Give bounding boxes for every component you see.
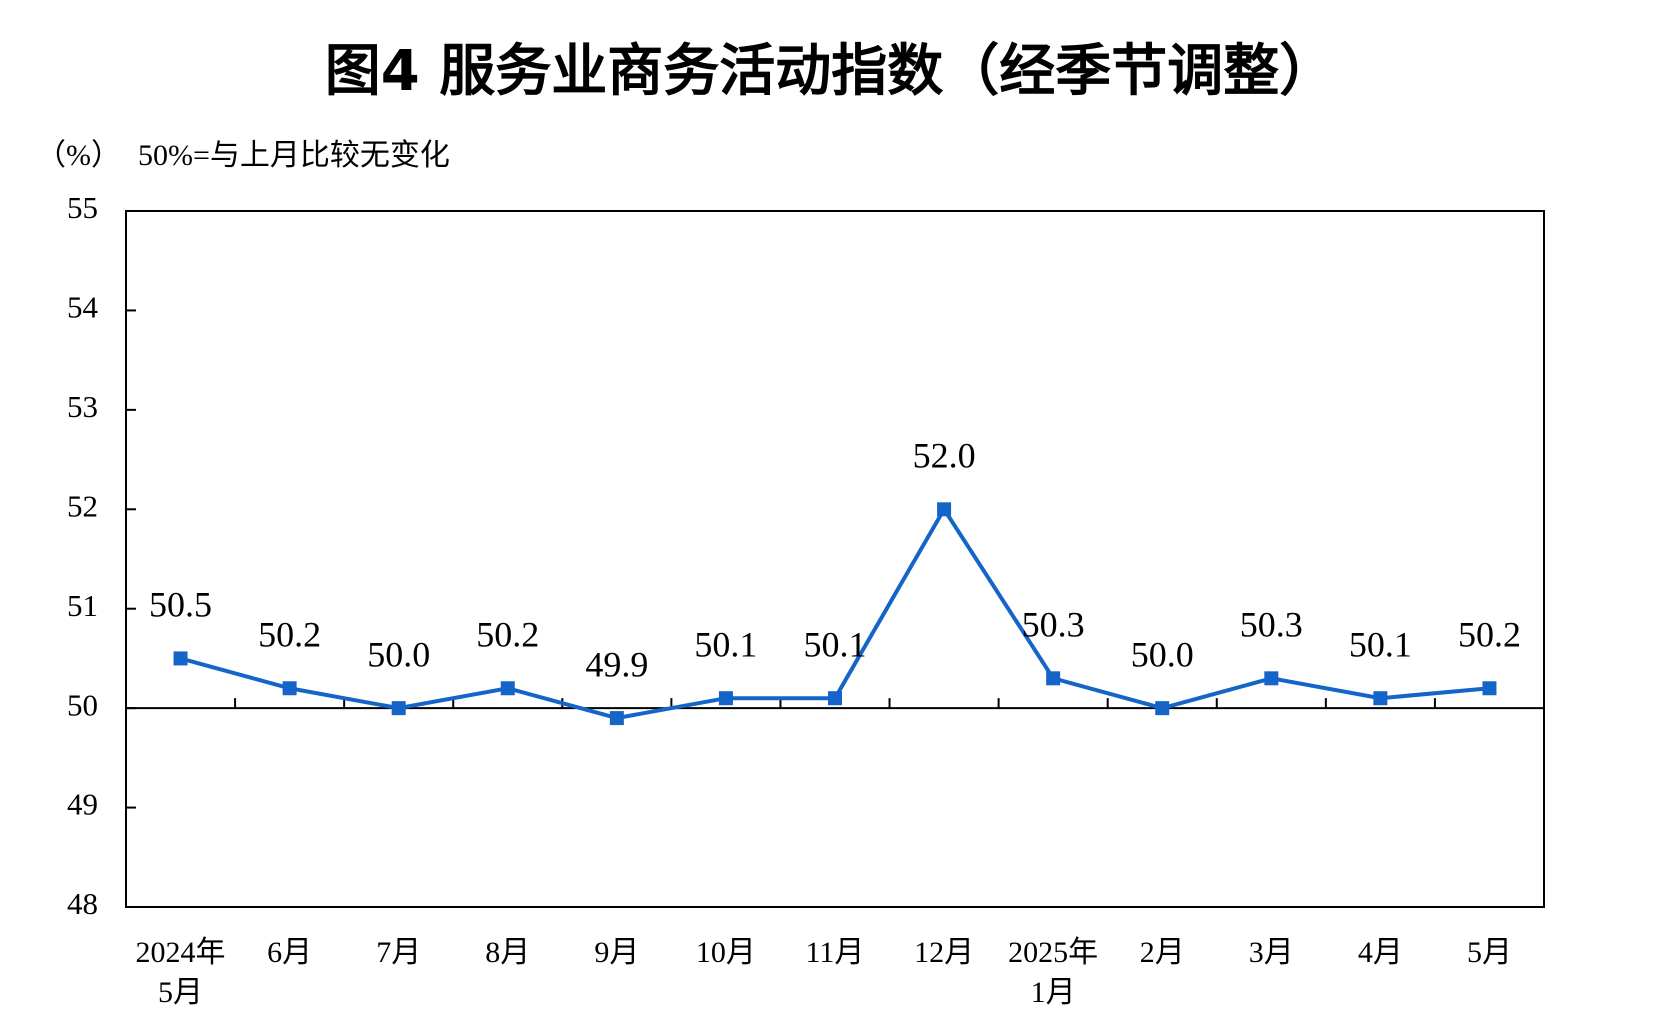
note: 50%=与上月比较无变化 [138, 139, 450, 172]
y-tick-label: 52 [67, 488, 98, 523]
x-tick-label: 12月 [914, 936, 974, 969]
data-label: 50.2 [258, 615, 321, 655]
point [173, 651, 188, 666]
point [1155, 701, 1170, 716]
point [1264, 671, 1279, 686]
x-tick-label: 2024年 5月 [136, 936, 226, 1009]
data-label: 49.9 [585, 644, 648, 684]
x-tick-label: 2025年 1月 [1008, 936, 1098, 1009]
data-label: 50.1 [694, 624, 757, 664]
data-label: 50.0 [367, 634, 430, 674]
chart-title: 图4 服务业商务活动指数（经季节调整） [325, 39, 1335, 104]
data-label: 50.2 [476, 615, 539, 655]
point [500, 681, 515, 696]
x-tick-label: 10月 [696, 936, 756, 969]
data-label: 50.1 [804, 624, 867, 664]
data-label: 50.0 [1131, 634, 1194, 674]
y-tick-label: 53 [67, 389, 98, 424]
x-tick-label: 9月 [594, 936, 639, 969]
y-tick-label: 49 [67, 787, 98, 822]
y-tick-label: 48 [67, 886, 98, 921]
point [1373, 691, 1388, 706]
x-tick-label: 8月 [485, 936, 530, 969]
point [1046, 671, 1061, 686]
point [391, 701, 406, 716]
data-label: 50.3 [1240, 605, 1303, 645]
x-tick-label: 7月 [376, 936, 421, 969]
point [828, 691, 842, 706]
data-label: 50.2 [1458, 615, 1521, 655]
x-tick-label: 6月 [267, 936, 312, 969]
data-label: 52.0 [913, 436, 976, 476]
y-tick-label: 50 [67, 687, 98, 722]
y-tick-label: 51 [67, 588, 98, 623]
plot-frame [125, 210, 1545, 908]
data-label: 50.5 [149, 585, 212, 625]
unit-label: （%） [36, 139, 121, 172]
x-tick-label: 11月 [806, 936, 865, 969]
data-label: 50.1 [1349, 624, 1412, 664]
point [609, 711, 624, 726]
x-tick-label: 3月 [1249, 936, 1294, 969]
x-tick-label: 5月 [1467, 936, 1512, 969]
y-tick-label: 55 [67, 190, 98, 225]
point [937, 502, 952, 517]
y-tick-label: 54 [67, 290, 99, 325]
point [282, 681, 297, 696]
x-tick-label: 4月 [1358, 936, 1403, 969]
point [718, 691, 733, 706]
x-tick-label: 2月 [1140, 936, 1185, 969]
data-label: 50.3 [1022, 605, 1085, 645]
point [1482, 681, 1497, 696]
